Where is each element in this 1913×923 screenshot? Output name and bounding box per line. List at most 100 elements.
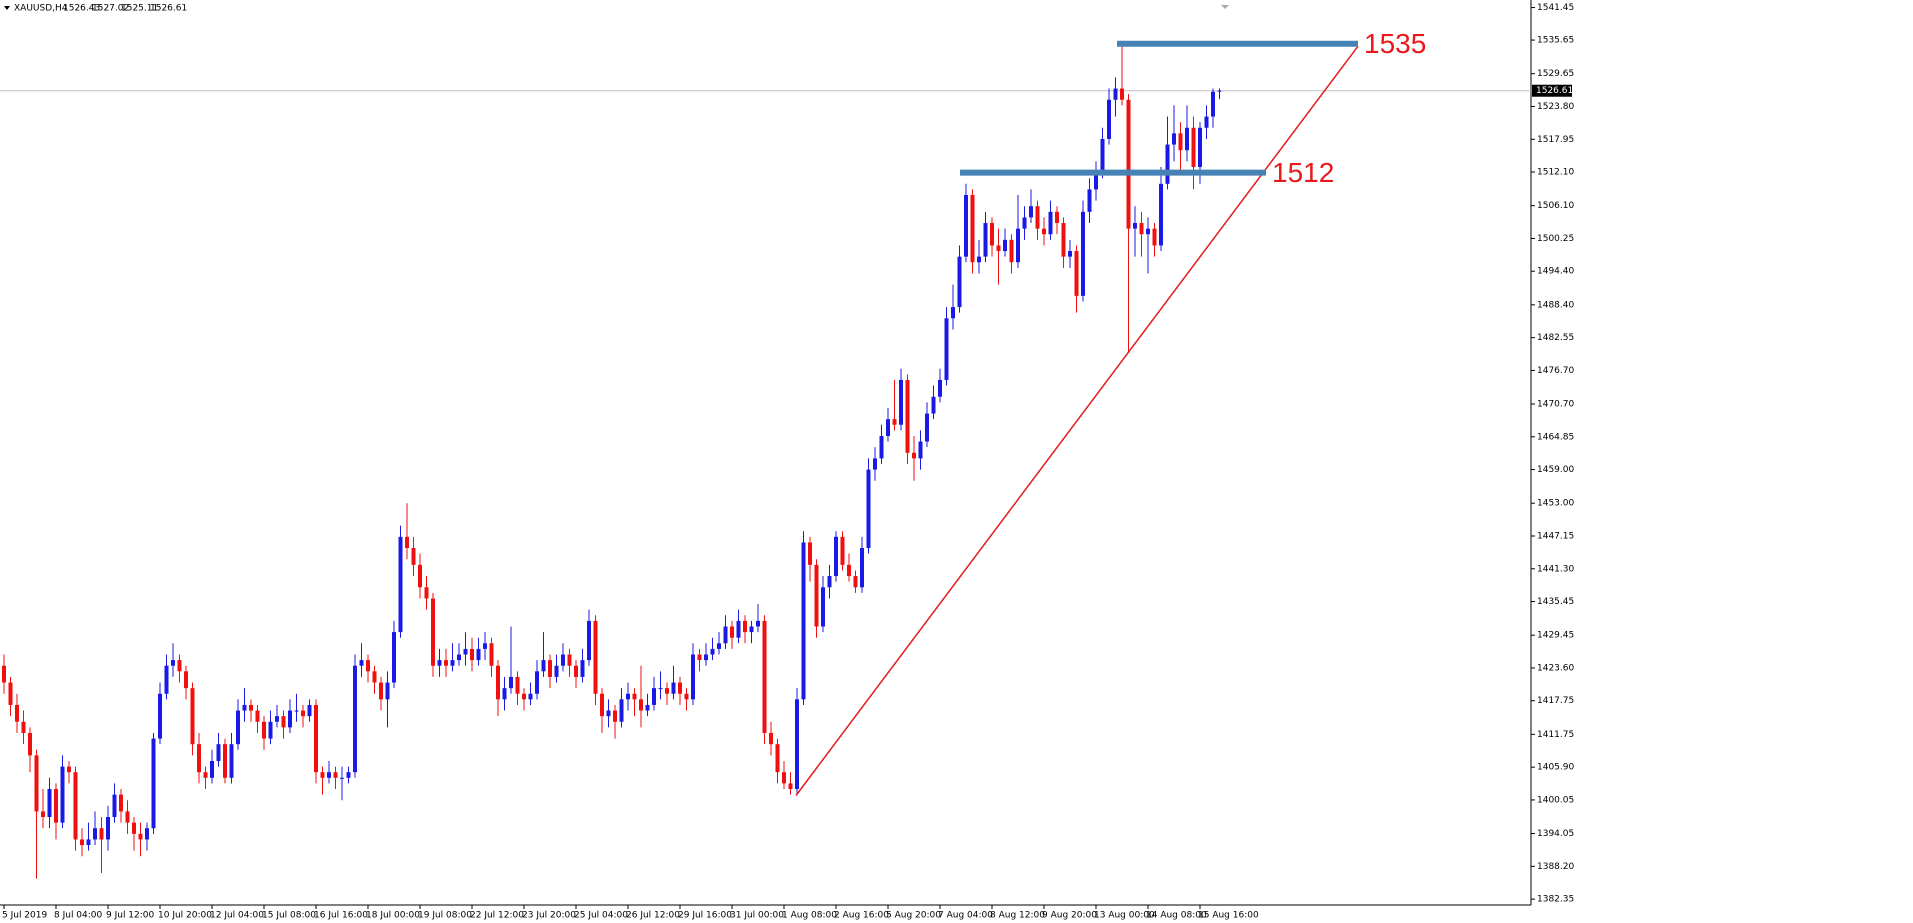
y-tick-label: 1400.05 [1537, 795, 1574, 805]
candle-body [106, 817, 110, 840]
x-tick-label: 8 Jul 04:00 [54, 911, 103, 921]
x-tick-label: 23 Jul 20:00 [522, 911, 576, 921]
candle-body [236, 710, 240, 745]
candle-body [1048, 211, 1053, 235]
candle-body [171, 660, 175, 666]
candle-body [873, 458, 877, 470]
candle-body [34, 755, 39, 812]
candle-body [99, 828, 104, 840]
x-tick-label: 7 Aug 04:00 [938, 911, 993, 921]
candle-body [879, 435, 884, 459]
candle-body [509, 676, 513, 689]
candle-body [47, 789, 52, 818]
candle-body [405, 536, 409, 549]
candle-body [437, 660, 442, 666]
candle-body [15, 704, 19, 722]
candle-body [1146, 228, 1150, 235]
candle-body [704, 654, 708, 661]
candle-body [1139, 223, 1144, 235]
current-price-tag [1532, 84, 1572, 97]
candle-body [1113, 88, 1118, 100]
candle-body [268, 721, 273, 739]
candle-body [554, 665, 559, 677]
candle-body [730, 626, 734, 638]
y-tick-label: 1494.40 [1537, 267, 1574, 277]
candle-body [808, 542, 812, 565]
candle-body [1061, 223, 1066, 257]
candle-body [580, 660, 585, 677]
candle-body [54, 789, 58, 823]
candle-body [1152, 228, 1157, 246]
candle-body [424, 587, 429, 599]
candle-body [574, 665, 578, 677]
candle-body [346, 772, 351, 778]
candle-body [119, 794, 123, 812]
candle-body [990, 223, 994, 246]
candle-body [691, 654, 695, 700]
candle-body [1029, 206, 1033, 218]
candle-body [28, 732, 32, 756]
candle-body [613, 710, 617, 722]
y-tick-label: 1453.00 [1537, 499, 1574, 509]
y-tick-label: 1541.45 [1537, 3, 1574, 13]
candle-body [392, 632, 396, 683]
candle-body [593, 620, 598, 694]
candle-body [886, 419, 890, 436]
x-tick-label: 5 Jul 2019 [2, 911, 47, 921]
header-ohlc: 1525.11 [121, 4, 158, 14]
candle-body [223, 744, 227, 778]
plot-area [0, 0, 1531, 905]
candle-body [1159, 183, 1163, 246]
candle-body [749, 626, 754, 633]
current-price-label: 1526.61 [1536, 86, 1573, 96]
candle-body [834, 536, 838, 577]
candle-body [1204, 116, 1209, 128]
x-tick-label: 15 Aug 16:00 [1198, 911, 1259, 921]
candle-body [80, 839, 84, 846]
candle-body [775, 744, 780, 773]
x-tick-label: 8 Aug 12:00 [990, 911, 1045, 921]
y-tick-label: 1429.45 [1537, 631, 1574, 641]
candle-body [892, 419, 897, 425]
candle-body [275, 716, 279, 722]
candle-body [977, 256, 981, 263]
candle-body [814, 564, 819, 627]
candle-body [145, 828, 149, 840]
candle-body [931, 396, 936, 414]
candle-body [320, 772, 325, 778]
x-tick-label: 9 Aug 20:00 [1042, 911, 1097, 921]
candle-body [1120, 88, 1124, 100]
candle-body [86, 839, 91, 846]
candle-body [567, 654, 572, 666]
x-tick-label: 13 Aug 00:00 [1094, 911, 1155, 921]
candle-body [795, 699, 799, 790]
x-tick-label: 25 Jul 04:00 [574, 911, 628, 921]
candle-body [60, 766, 65, 823]
candle-body [125, 811, 130, 823]
x-tick-label: 22 Jul 12:00 [470, 911, 524, 921]
candle-body [905, 379, 910, 453]
candle-body [184, 671, 188, 689]
candle-body [1074, 251, 1079, 296]
x-tick-label: 18 Jul 00:00 [366, 911, 420, 921]
y-tick-label: 1388.20 [1537, 862, 1574, 872]
candle-body [1042, 228, 1046, 235]
candle-body [1081, 211, 1085, 296]
candle-body [418, 564, 422, 588]
candle-body [652, 688, 656, 705]
candle-body [288, 710, 292, 728]
y-tick-label: 1517.95 [1537, 135, 1574, 145]
candle-body [229, 744, 234, 778]
y-tick-label: 1529.65 [1537, 69, 1574, 79]
candle-body [944, 318, 949, 380]
candle-body [658, 688, 663, 690]
candle-body [138, 833, 143, 840]
candle-body [151, 738, 156, 829]
header-ohlc: 1526.43 [63, 4, 100, 14]
y-tick-label: 1411.75 [1537, 730, 1574, 740]
candle-body [249, 704, 253, 711]
candle-body [112, 794, 117, 818]
symbol-title: XAUUSD,H4 [14, 4, 68, 14]
candle-body [255, 710, 260, 722]
candle-body [561, 654, 565, 666]
